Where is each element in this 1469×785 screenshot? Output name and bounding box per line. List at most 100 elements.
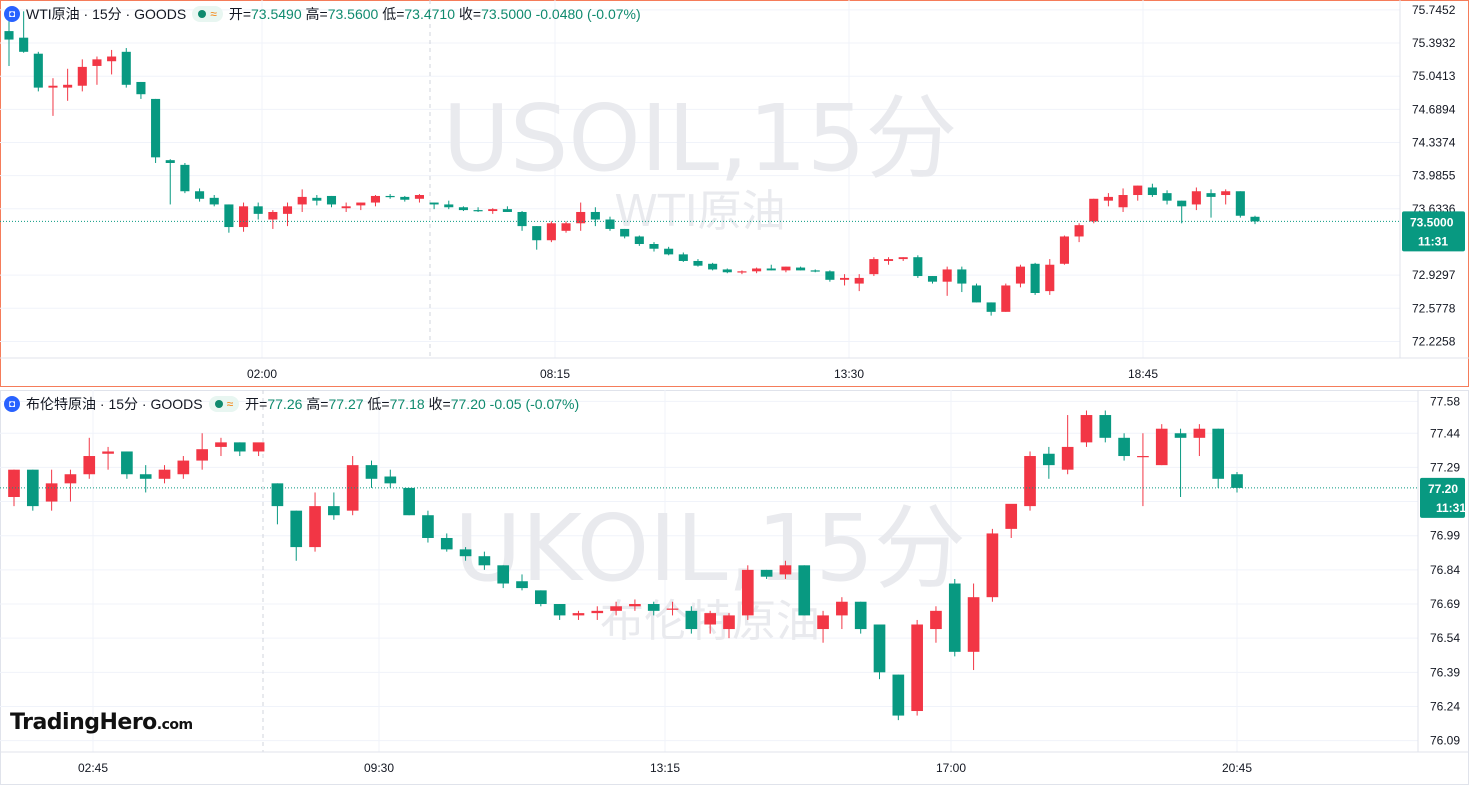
candle-body[interactable] <box>177 460 190 475</box>
candle-body[interactable] <box>1043 453 1055 466</box>
candle-body[interactable] <box>488 209 498 212</box>
candle-body[interactable] <box>873 624 886 673</box>
candle-body[interactable] <box>196 449 208 461</box>
candle-body[interactable] <box>553 604 566 616</box>
candle-body[interactable] <box>1212 428 1225 479</box>
candle-body[interactable] <box>1231 474 1243 488</box>
candle-body[interactable] <box>180 164 190 192</box>
candle-body[interactable] <box>403 487 415 516</box>
candle-body[interactable] <box>930 610 942 630</box>
candle-body[interactable] <box>136 81 146 95</box>
candle-body[interactable] <box>971 285 982 303</box>
candle-body[interactable] <box>798 565 811 616</box>
candle-body[interactable] <box>268 211 278 220</box>
candle-body[interactable] <box>704 613 717 625</box>
candle-body[interactable] <box>1174 433 1187 438</box>
candle-body[interactable] <box>1206 193 1216 197</box>
candle-body[interactable] <box>883 259 894 261</box>
candle-body[interactable] <box>817 615 829 630</box>
candle-body[interactable] <box>1118 195 1128 208</box>
candle-body[interactable] <box>158 469 171 479</box>
candle-body[interactable] <box>414 195 424 199</box>
candle-body[interactable] <box>1080 415 1093 443</box>
candle-body[interactable] <box>238 206 249 228</box>
candle-body[interactable] <box>26 469 39 507</box>
candle-body[interactable] <box>1030 263 1040 293</box>
candle-body[interactable] <box>898 257 908 260</box>
candle-body[interactable] <box>927 276 938 282</box>
candle-body[interactable] <box>678 254 688 261</box>
candle-body[interactable] <box>1191 191 1201 205</box>
candle-body[interactable] <box>723 615 735 630</box>
candle-body[interactable] <box>693 260 703 266</box>
candle-body[interactable] <box>1015 266 1026 284</box>
candle-body[interactable] <box>546 223 556 241</box>
candle-body[interactable] <box>1061 446 1074 470</box>
candle-body[interactable] <box>591 610 604 614</box>
candle-body[interactable] <box>1074 225 1084 237</box>
candle-body[interactable] <box>473 210 483 212</box>
candle-body[interactable] <box>576 211 586 224</box>
candle-body[interactable] <box>297 196 307 205</box>
candle-body[interactable] <box>1155 428 1168 466</box>
candle-body[interactable] <box>1250 216 1260 222</box>
candle-body[interactable] <box>737 271 747 273</box>
candle-body[interactable] <box>942 269 952 282</box>
candle-body[interactable] <box>781 266 791 271</box>
candle-body[interactable] <box>1103 196 1113 201</box>
candle-body[interactable] <box>440 537 453 550</box>
candle-body[interactable] <box>48 85 58 88</box>
candle-body[interactable] <box>8 469 20 498</box>
candle-body[interactable] <box>986 302 996 312</box>
wti-chart-panel[interactable]: 75.7452 75.3932 75.0413 74.6894 74.3374 73.98… <box>0 0 1469 387</box>
candle-body[interactable] <box>19 37 29 52</box>
candle-body[interactable] <box>4 31 14 40</box>
candle-body[interactable] <box>370 195 381 203</box>
candle-body[interactable] <box>429 202 439 205</box>
candle-body[interactable] <box>605 219 615 229</box>
candle-body[interactable] <box>502 209 512 212</box>
candle-body[interactable] <box>620 228 630 237</box>
candle-body[interactable] <box>664 248 674 255</box>
candle-body[interactable] <box>1118 437 1130 457</box>
brent-symbol-title[interactable]: 布伦特原油 · 15分 · GOODS <box>26 396 203 412</box>
candle-body[interactable] <box>810 270 820 272</box>
candle-body[interactable] <box>796 267 806 271</box>
candle-body[interactable] <box>271 483 284 507</box>
candle-body[interactable] <box>1099 415 1112 438</box>
candle-body[interactable] <box>1177 200 1187 207</box>
candle-body[interactable] <box>854 277 864 284</box>
candle-body[interactable] <box>590 211 600 220</box>
candle-body[interactable] <box>45 483 58 502</box>
candle-body[interactable] <box>151 98 161 158</box>
candle-body[interactable] <box>766 268 776 271</box>
candle-body[interactable] <box>517 211 527 227</box>
candle-body[interactable] <box>458 207 468 211</box>
candle-body[interactable] <box>561 223 571 231</box>
candle-body[interactable] <box>708 263 718 270</box>
candle-body[interactable] <box>986 533 999 598</box>
candle-body[interactable] <box>634 236 644 245</box>
candle-body[interactable] <box>1221 191 1231 196</box>
candle-body[interactable] <box>779 565 792 575</box>
candle-body[interactable] <box>341 206 351 209</box>
candle-body[interactable] <box>102 451 114 454</box>
candle-body[interactable] <box>209 197 219 205</box>
candle-body[interactable] <box>836 601 848 616</box>
candle-body[interactable] <box>760 569 773 577</box>
candle-body[interactable] <box>1005 503 1018 529</box>
candle-body[interactable] <box>629 604 641 607</box>
candle-body[interactable] <box>957 269 967 284</box>
candle-body[interactable] <box>1162 193 1172 201</box>
candle-body[interactable] <box>252 442 265 452</box>
candle-body[interactable] <box>752 268 762 272</box>
candle-body[interactable] <box>63 84 73 88</box>
candle-body[interactable] <box>1133 185 1143 196</box>
candle-body[interactable] <box>385 195 395 198</box>
candle-body[interactable] <box>346 465 359 511</box>
candle-body[interactable] <box>1045 264 1055 292</box>
wti-chart-canvas[interactable]: 75.7452 75.3932 75.0413 74.6894 74.3374 73.98… <box>0 0 1469 387</box>
candle-body[interactable] <box>121 51 131 85</box>
candle-body[interactable] <box>647 604 660 611</box>
candle-body[interactable] <box>911 624 923 712</box>
